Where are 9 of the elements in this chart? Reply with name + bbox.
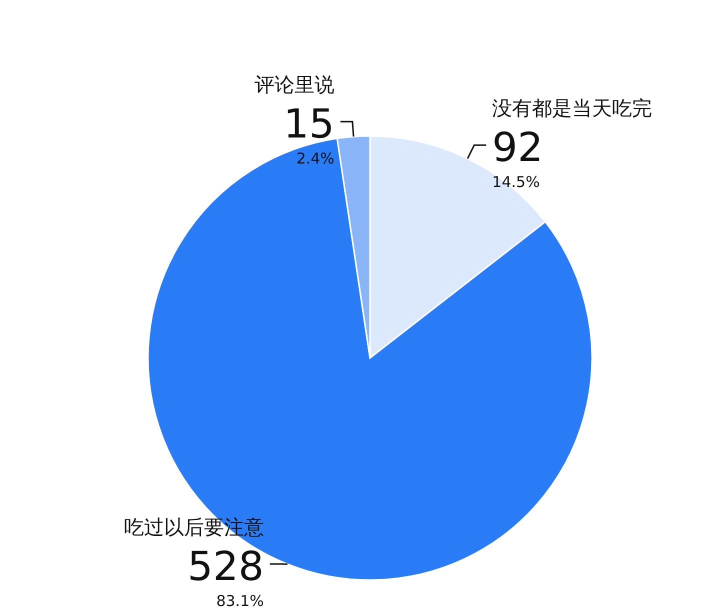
slice-label: 评论里说	[254, 72, 334, 97]
slice-label: 吃过以后要注意	[124, 515, 264, 539]
text: 2.4%	[296, 150, 334, 168]
text: 83.1%	[216, 592, 264, 610]
data-label: 528	[188, 544, 264, 590]
data-label: 15	[284, 102, 334, 148]
slice-label: 没有都是当天吃完	[492, 96, 652, 120]
text: 14.5%	[492, 173, 540, 192]
data-label: 92	[492, 125, 544, 172]
